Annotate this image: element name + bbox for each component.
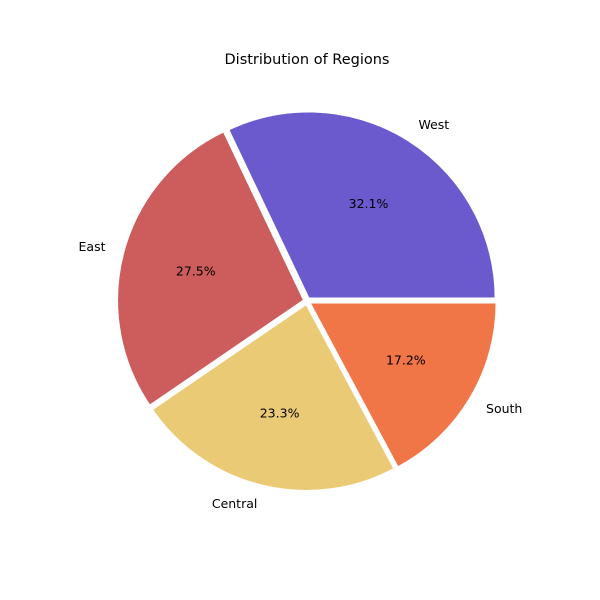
pct-label-west: 32.1%	[349, 196, 389, 211]
chart-title: Distribution of Regions	[225, 52, 390, 68]
slice-label-south: South	[486, 401, 522, 416]
pie-slice-central	[150, 302, 396, 492]
slice-label-central: Central	[212, 496, 258, 511]
pct-label-south: 17.2%	[386, 353, 426, 368]
pct-label-central: 23.3%	[260, 405, 300, 420]
pie-slice-west	[226, 110, 497, 300]
slice-label-west: West	[418, 117, 449, 132]
pie-slices	[116, 110, 498, 492]
slice-label-east: East	[79, 239, 106, 254]
pct-label-east: 27.5%	[176, 263, 216, 278]
pie-slice-east	[116, 130, 306, 408]
pie-slice-south	[307, 301, 498, 469]
pie-labels: 32.1% West 27.5% East 23.3% Central 17.2% South	[79, 117, 523, 511]
